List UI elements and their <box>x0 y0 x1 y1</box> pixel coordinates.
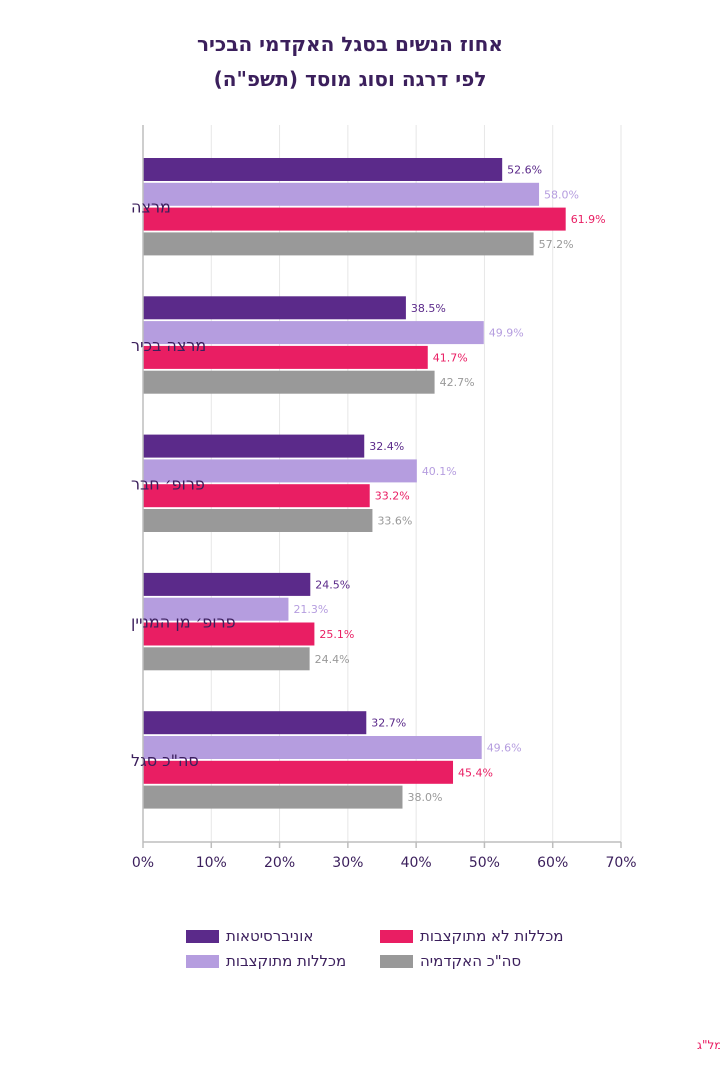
bar <box>143 182 540 206</box>
value-label: 57.2% <box>539 238 574 251</box>
bar <box>143 370 435 394</box>
x-tick-label: 20% <box>264 855 295 871</box>
x-tick-label: 30% <box>332 855 363 871</box>
bar <box>143 434 365 458</box>
bar <box>143 711 367 735</box>
bar <box>143 509 373 532</box>
legend-swatch <box>186 955 219 968</box>
bar <box>143 647 310 671</box>
category-label: מרצה בכיר <box>131 336 206 355</box>
category-label: פרופ׳ מן המניין <box>131 613 236 632</box>
x-tick-label: 70% <box>605 855 636 871</box>
x-tick-label: 50% <box>469 855 500 871</box>
axes <box>142 125 622 848</box>
legend-swatch <box>380 955 413 968</box>
x-tick-label: 40% <box>401 855 432 871</box>
bar <box>143 459 417 483</box>
bars <box>143 158 566 809</box>
bar <box>143 760 454 784</box>
value-label: 58.0% <box>544 188 579 201</box>
value-label: 33.2% <box>375 490 410 503</box>
bar <box>143 622 315 646</box>
bar <box>143 484 370 508</box>
category-label: פרופ׳ חבר <box>131 474 205 493</box>
value-label: 24.5% <box>315 578 350 591</box>
value-label: 32.7% <box>371 717 406 730</box>
legend-swatch <box>380 930 413 943</box>
value-labels: 52.6%58.0% 61.9% 57.2% 38.5% 49.9% 41.7% 42.7%… <box>293 164 605 805</box>
value-label: 45.4% <box>458 766 493 779</box>
legend: אוניברסיטאות מכללות מתוקצבות מכללות לא מתו… <box>186 927 564 970</box>
bar <box>143 785 403 809</box>
legend-swatch <box>186 930 219 943</box>
x-tick-label: 0% <box>132 855 154 871</box>
x-tick-label: 60% <box>537 855 568 871</box>
chart-title: אחוז הנשים בסגל האקדמי הבכיר לפי דרגה וס… <box>197 32 503 91</box>
value-label: 49.9% <box>489 327 524 340</box>
bar <box>143 736 482 759</box>
category-labels: מרצה מרצה בכיר פרופ׳ חבר פרופ׳ מן המניין סה"… <box>131 198 236 770</box>
bar <box>143 345 428 369</box>
bar <box>143 158 503 181</box>
value-label: 52.6% <box>507 164 542 177</box>
legend-label: מכללות לא מתוקצבות <box>420 927 564 945</box>
bar <box>143 321 484 345</box>
bar <box>143 296 406 320</box>
value-label: 21.3% <box>293 603 328 616</box>
legend-label: סה"כ האקדמיה <box>420 952 521 970</box>
x-tick-label: 10% <box>196 855 227 871</box>
chart-title-line-2: לפי דרגה וסוג מוסד (תשפ"ה) <box>214 67 487 91</box>
bar <box>143 207 566 231</box>
value-label: 24.4% <box>315 653 350 666</box>
value-label: 40.1% <box>422 465 457 478</box>
source-note: מקור הנתונים: נתוני מל"ג <box>697 1038 720 1052</box>
bar <box>143 597 289 621</box>
value-label: 61.9% <box>571 213 606 226</box>
bar <box>143 572 311 596</box>
bar <box>143 232 534 256</box>
category-label: מרצה <box>131 198 171 217</box>
value-label: 32.4% <box>369 440 404 453</box>
value-label: 38.0% <box>407 791 442 804</box>
value-label: 41.7% <box>433 351 468 364</box>
value-label: 38.5% <box>411 302 446 315</box>
legend-label: אוניברסיטאות <box>226 927 313 945</box>
value-label: 49.6% <box>487 742 522 755</box>
value-label: 42.7% <box>440 376 475 389</box>
chart-title-line-1: אחוז הנשים בסגל האקדמי הבכיר <box>197 32 503 56</box>
legend-label: מכללות מתוקצבות <box>226 952 346 970</box>
x-tick-labels: 0% 10% 20% 30% 40% 50% 60% 70% <box>132 855 637 871</box>
value-label: 33.6% <box>377 515 412 528</box>
value-label: 25.1% <box>319 628 354 641</box>
category-label: סה"כ סגל <box>131 751 199 770</box>
